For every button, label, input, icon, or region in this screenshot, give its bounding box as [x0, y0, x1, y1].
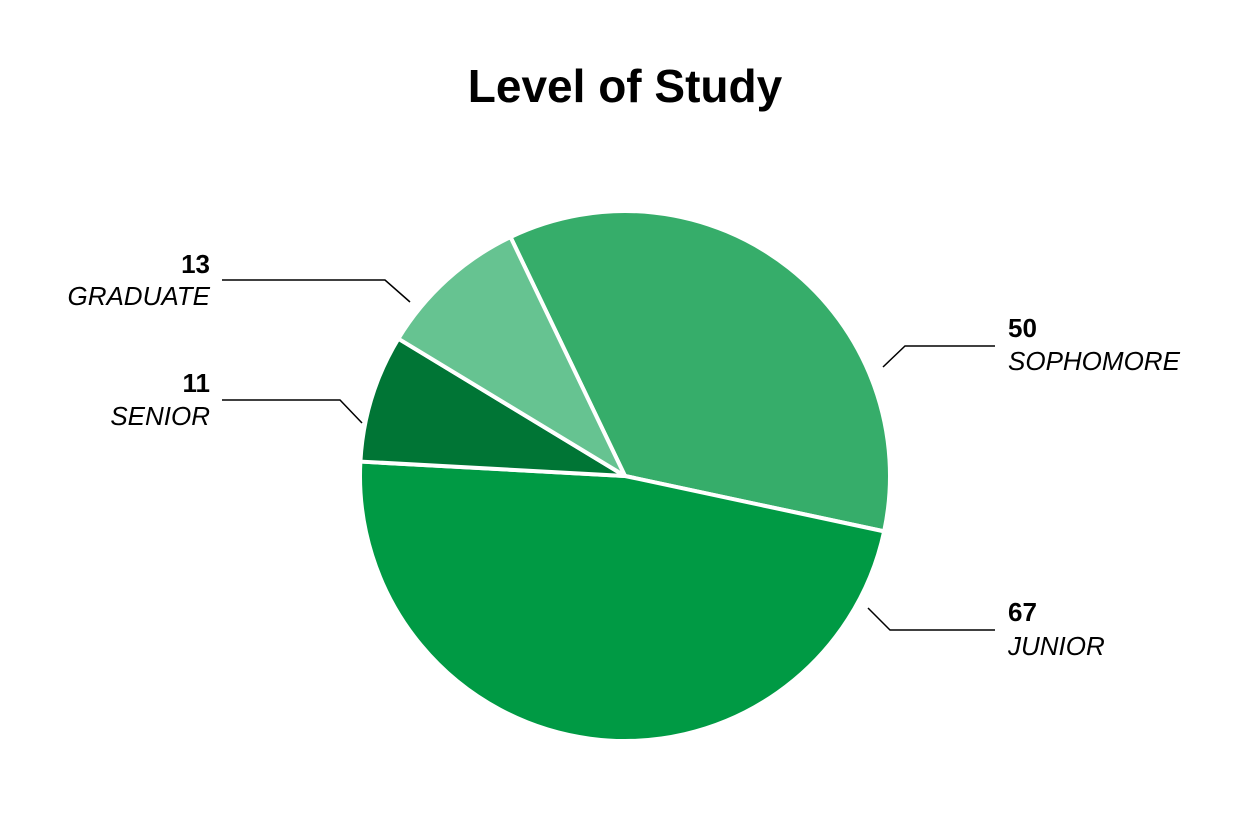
pie-slice	[396, 235, 627, 478]
category-label: SOPHOMORE	[1008, 346, 1181, 376]
value-label: 11	[183, 368, 211, 398]
leader-line	[882, 345, 995, 368]
chart-title: Level of Study	[468, 60, 783, 112]
leader-line	[222, 279, 411, 303]
category-label: GRADUATE	[67, 281, 210, 311]
value-label: 13	[181, 249, 210, 279]
value-label: 50	[1008, 313, 1037, 343]
leader-line	[867, 607, 995, 631]
category-label: SENIOR	[110, 401, 210, 431]
pie-slice	[358, 336, 627, 478]
pie-slice	[508, 209, 892, 534]
value-label: 67	[1008, 597, 1037, 627]
leader-line	[222, 399, 363, 424]
category-label: JUNIOR	[1007, 631, 1105, 661]
pie-slice	[358, 459, 887, 743]
